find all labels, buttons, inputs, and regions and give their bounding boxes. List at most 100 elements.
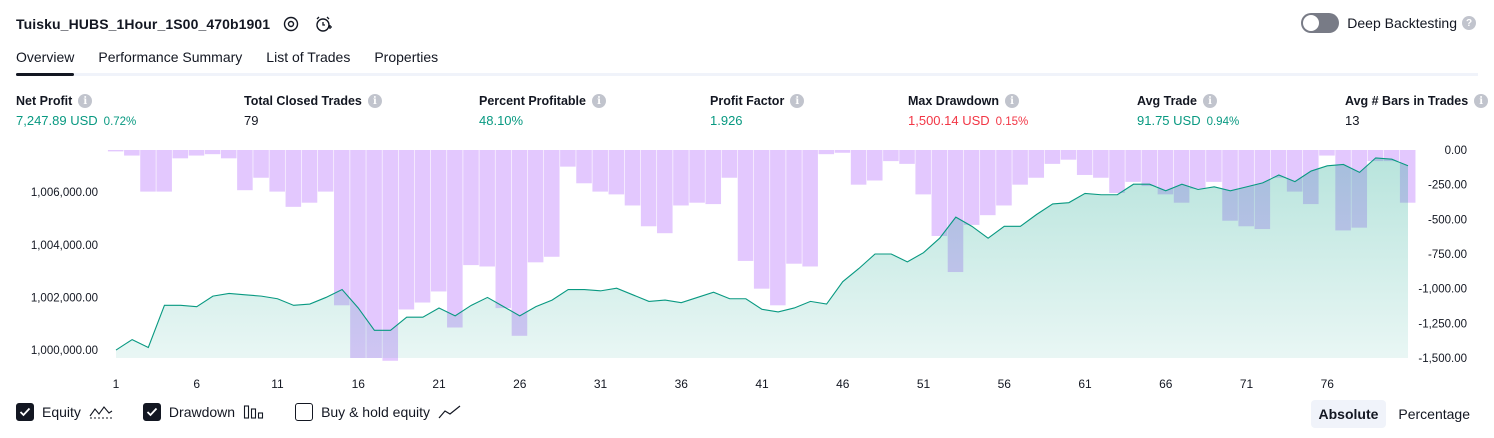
stat-value: 1,500.14 USD: [908, 113, 990, 128]
x-axis-tick: 11: [271, 377, 284, 391]
drawdown-bar: [770, 150, 786, 306]
info-icon[interactable]: i: [1005, 94, 1019, 108]
stat-avg-bars-in-trades: Avg # Bars in Trades i 13: [1345, 94, 1489, 128]
drawdown-bar: [931, 150, 948, 236]
drawdown-bar: [1206, 150, 1222, 182]
drawdown-bar: [1141, 150, 1158, 187]
stat-label: Total Closed Trades: [244, 94, 362, 108]
x-axis-tick: 26: [513, 377, 527, 391]
drawdown-bar: [1319, 150, 1335, 156]
left-axis-tick: 1,006,000.00: [31, 187, 98, 199]
stat-total-closed-trades: Total Closed Trades i 79: [244, 94, 382, 128]
drawdown-bar: [398, 150, 415, 310]
drawdown-bar: [1012, 150, 1028, 185]
right-axis-tick: 0.00: [1445, 145, 1467, 157]
equity-line: [115, 157, 1409, 351]
drawdown-bar: [124, 150, 140, 156]
x-axis-tick: 16: [352, 377, 366, 391]
drawdown-bar: [850, 150, 867, 185]
drawdown-bar: [511, 150, 528, 336]
drawdown-bar: [156, 150, 172, 192]
settings-icon[interactable]: [280, 13, 302, 35]
absolute-button[interactable]: Absolute: [1310, 400, 1387, 428]
info-icon[interactable]: i: [1474, 94, 1489, 108]
drawdown-bar: [1383, 150, 1400, 162]
deep-backtesting-toggle[interactable]: [1301, 13, 1340, 33]
x-axis-tick: 76: [1321, 377, 1335, 391]
x-axis-tick: 31: [594, 377, 608, 391]
deep-backtesting-label: Deep Backtesting: [1347, 15, 1457, 31]
stat-max-drawdown: Max Drawdown i 1,500.14 USD 0.15%: [908, 94, 1028, 128]
drawdown-bar: [1367, 150, 1384, 162]
stat-value: 91.75 USD: [1137, 113, 1201, 128]
drawdown-bar: [560, 150, 576, 167]
stat-value: 79: [244, 113, 259, 128]
alarm-add-icon[interactable]: [312, 13, 334, 35]
equity-drawdown-chart[interactable]: 1,006,000.00 1,004,000.00 1,002,000.00 1,00…: [0, 140, 1494, 396]
drawdown-bar: [980, 150, 996, 216]
info-icon[interactable]: i: [367, 94, 382, 108]
drawdown-bar: [334, 150, 350, 306]
right-axis-tick: -1,500.00: [1418, 353, 1467, 365]
drawdown-bar: [673, 150, 689, 206]
legend-equity[interactable]: Equity: [16, 403, 113, 421]
percentage-button[interactable]: Percentage: [1398, 406, 1470, 422]
drawdown-bar: [899, 150, 915, 164]
tab-properties[interactable]: Properties: [374, 49, 439, 65]
drawdown-bar: [188, 150, 205, 156]
stat-percent: 0.94%: [1206, 116, 1240, 128]
info-icon[interactable]: i: [1202, 94, 1217, 108]
right-axis-tick: -1,000.00: [1418, 284, 1467, 296]
legend-drawdown[interactable]: Drawdown: [142, 403, 265, 421]
buy-hold-checkbox[interactable]: [295, 403, 314, 421]
right-axis: 0.00 -250.00 -500.00 -750.00 -1,000.00 -1,250…: [1418, 145, 1467, 365]
left-axis-tick: 1,000,000.00: [31, 345, 98, 357]
drawdown-bar: [721, 150, 738, 178]
drawdown-bar: [1125, 150, 1141, 182]
equity-line-icon: [89, 404, 113, 420]
right-axis-tick: -500.00: [1428, 214, 1467, 226]
tab-overview[interactable]: Overview: [16, 44, 75, 76]
info-icon[interactable]: i: [591, 94, 606, 108]
tab-performance-summary[interactable]: Performance Summary: [98, 49, 243, 65]
drawdown-bar: [963, 150, 980, 225]
drawdown-bar: [366, 150, 382, 358]
drawdown-bar: [253, 150, 269, 178]
drawdown-bar: [204, 150, 221, 155]
drawdown-bar: [463, 150, 479, 266]
drawdown-bar: [269, 150, 285, 192]
drawdown-bar: [1109, 150, 1125, 193]
help-icon[interactable]: ?: [1462, 16, 1476, 30]
info-icon[interactable]: i: [790, 94, 805, 108]
drawdown-bar: [834, 150, 851, 153]
equity-checkbox[interactable]: [16, 403, 34, 421]
drawdown-bar: [915, 150, 931, 195]
drawdown-bar: [220, 150, 237, 159]
title-bar: Tuisku_HUBS_1Hour_1S00_470b1901: [16, 12, 334, 36]
x-axis-tick: 51: [917, 377, 931, 391]
drawdown-bar: [608, 150, 625, 195]
drawdown-checkbox[interactable]: [142, 403, 161, 421]
drawdown-bars-icon: [243, 404, 265, 420]
stat-net-profit: Net Profit i 7,247.89 USD 0.72%: [16, 94, 136, 128]
drawdown-bar: [1270, 150, 1287, 178]
drawdown-bar: [1028, 150, 1045, 178]
drawdown-bar: [996, 150, 1012, 206]
stat-value: 7,247.89 USD: [16, 113, 98, 128]
drawdown-bar: [818, 150, 835, 155]
drawdown-bar: [285, 150, 302, 207]
tab-list-of-trades[interactable]: List of Trades: [266, 49, 351, 65]
drawdown-bar: [705, 150, 722, 205]
stat-avg-trade: Avg Trade i 91.75 USD 0.94%: [1137, 94, 1239, 128]
drawdown-bar: [543, 150, 560, 257]
drawdown-bar: [301, 150, 318, 203]
x-axis-tick: 66: [1159, 377, 1173, 391]
drawdown-bar: [430, 150, 447, 292]
stat-percent: 0.15%: [995, 116, 1029, 128]
x-axis-tick: 56: [998, 377, 1012, 391]
info-icon[interactable]: i: [78, 94, 93, 108]
stat-percent: 0.72%: [103, 116, 137, 128]
legend-buy-hold[interactable]: Buy & hold equity: [295, 403, 462, 421]
drawdown-bar: [479, 150, 495, 267]
buy-hold-line-icon: [438, 404, 462, 420]
